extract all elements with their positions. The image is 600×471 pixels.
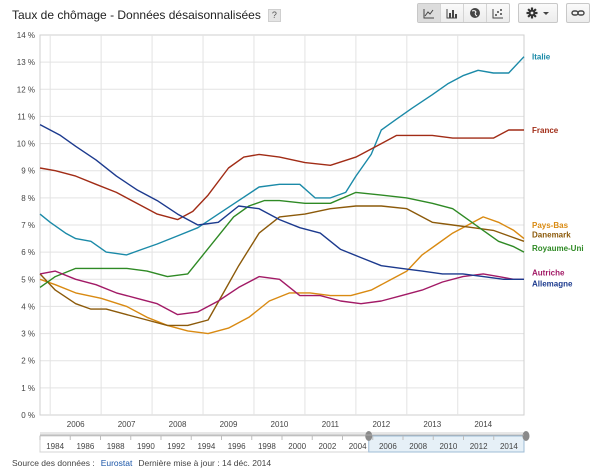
navigator-year-label: 2012 xyxy=(470,442,488,451)
navigator-year-label: 1996 xyxy=(228,442,246,451)
map-button[interactable] xyxy=(464,4,487,22)
x-tick-label: 2013 xyxy=(423,420,441,429)
gear-icon xyxy=(526,7,538,19)
y-tick-label: 10 % xyxy=(17,140,35,149)
navigator-year-label: 2000 xyxy=(288,442,306,451)
chain-link-icon xyxy=(571,10,585,16)
navigator-year-label: 2002 xyxy=(318,442,336,451)
x-tick-label: 2010 xyxy=(271,420,289,429)
bar-chart-button[interactable] xyxy=(441,4,464,22)
x-tick-label: 2011 xyxy=(322,420,340,429)
source-link[interactable]: Eurostat xyxy=(100,458,133,468)
scatter-chart-icon xyxy=(492,8,503,18)
navigator-year-label: 1992 xyxy=(167,442,185,451)
navigator-left-handle[interactable] xyxy=(365,431,373,441)
grid-layer: 0 % 1 % 2 % 3 % 4 % 5 % 6 % 7 % 8 % 9 % 10 % 11 % 12… xyxy=(17,31,525,434)
series-layer xyxy=(39,56,525,335)
x-tick-label: 2012 xyxy=(372,420,390,429)
navigator-year-label: 2006 xyxy=(379,442,397,451)
y-tick-label: 14 % xyxy=(17,31,35,40)
y-tick-label: 9 % xyxy=(21,167,35,176)
navigator-year-label: 1994 xyxy=(197,442,215,451)
chart-title-bar: Taux de chômage - Données désaisonnalisé… xyxy=(12,6,281,24)
y-tick-label: 13 % xyxy=(17,58,35,67)
navigator-year-label: 1998 xyxy=(258,442,276,451)
series-line-pays-bas[interactable] xyxy=(39,216,525,335)
range-navigator[interactable]: 1984 1986 1988 1990 1992 1994 1996 1998 2000 2002… xyxy=(39,431,530,453)
toolbar xyxy=(417,3,590,23)
series-label-danemark: Danemark xyxy=(532,231,571,240)
x-tick-label: 2014 xyxy=(474,420,492,429)
y-tick-label: 12 % xyxy=(17,85,35,94)
series-line-italie[interactable] xyxy=(39,56,525,256)
chart-title: Taux de chômage - Données désaisonnalisé… xyxy=(12,8,261,22)
navigator-right-handle[interactable] xyxy=(522,431,530,441)
plot-frame xyxy=(39,34,525,416)
y-tick-label: 0 % xyxy=(21,411,35,420)
series-label-france: France xyxy=(532,126,559,135)
series-label-royaume-uni: Royaume-Uni xyxy=(532,244,584,253)
link-button-group xyxy=(566,3,590,23)
link-button[interactable] xyxy=(567,4,589,22)
bar-chart-icon xyxy=(446,8,457,18)
y-tick-label: 8 % xyxy=(21,194,35,203)
y-tick-label: 3 % xyxy=(21,330,35,339)
navigator-year-label: 2014 xyxy=(500,442,518,451)
scatter-chart-button[interactable] xyxy=(487,4,509,22)
navigator-year-label: 2010 xyxy=(439,442,457,451)
settings-button-group xyxy=(518,3,558,23)
navigator-year-label: 1984 xyxy=(46,442,64,451)
line-chart-button[interactable] xyxy=(418,4,441,22)
line-chart-icon xyxy=(423,8,434,18)
navigator-selection[interactable] xyxy=(368,435,525,453)
footer: Source des données : Eurostat Dernière m… xyxy=(12,458,271,468)
series-line-allemagne[interactable] xyxy=(39,123,524,280)
y-tick-label: 7 % xyxy=(21,221,35,230)
series-label-italie: Italie xyxy=(532,53,551,62)
navigator-year-label: 1990 xyxy=(137,442,155,451)
x-tick-label: 2008 xyxy=(169,420,187,429)
source-label: Source des données : xyxy=(12,458,95,468)
x-tick-label: 2009 xyxy=(220,420,238,429)
settings-menu-button[interactable] xyxy=(519,4,557,22)
series-label-autriche: Autriche xyxy=(532,269,565,278)
chevron-down-icon xyxy=(543,12,549,15)
y-tick-label: 4 % xyxy=(21,302,35,311)
navigator-year-label: 2004 xyxy=(349,442,367,451)
series-label-pays-bas: Pays-Bas xyxy=(532,221,569,230)
view-button-group xyxy=(417,3,510,23)
y-tick-label: 1 % xyxy=(21,384,35,393)
y-tick-label: 11 % xyxy=(17,112,35,121)
y-tick-label: 5 % xyxy=(21,275,35,284)
series-label-allemagne: Allemagne xyxy=(532,279,573,288)
series-line-autriche[interactable] xyxy=(39,270,524,316)
x-tick-label: 2007 xyxy=(118,420,136,429)
x-tick-label: 2006 xyxy=(67,420,85,429)
y-tick-label: 6 % xyxy=(21,248,35,257)
navigator-year-label: 1988 xyxy=(107,442,125,451)
globe-map-icon xyxy=(470,8,480,18)
last-updated: Dernière mise à jour : 14 déc. 2014 xyxy=(138,458,272,468)
y-tick-label: 2 % xyxy=(21,357,35,366)
navigator-year-label: 1986 xyxy=(76,442,94,451)
series-line-france[interactable] xyxy=(39,129,524,221)
help-icon[interactable]: ? xyxy=(267,8,281,22)
navigator-year-label: 2008 xyxy=(409,442,427,451)
series-line-danemark[interactable] xyxy=(39,205,525,327)
series-line-royaume-uni[interactable] xyxy=(39,191,525,288)
